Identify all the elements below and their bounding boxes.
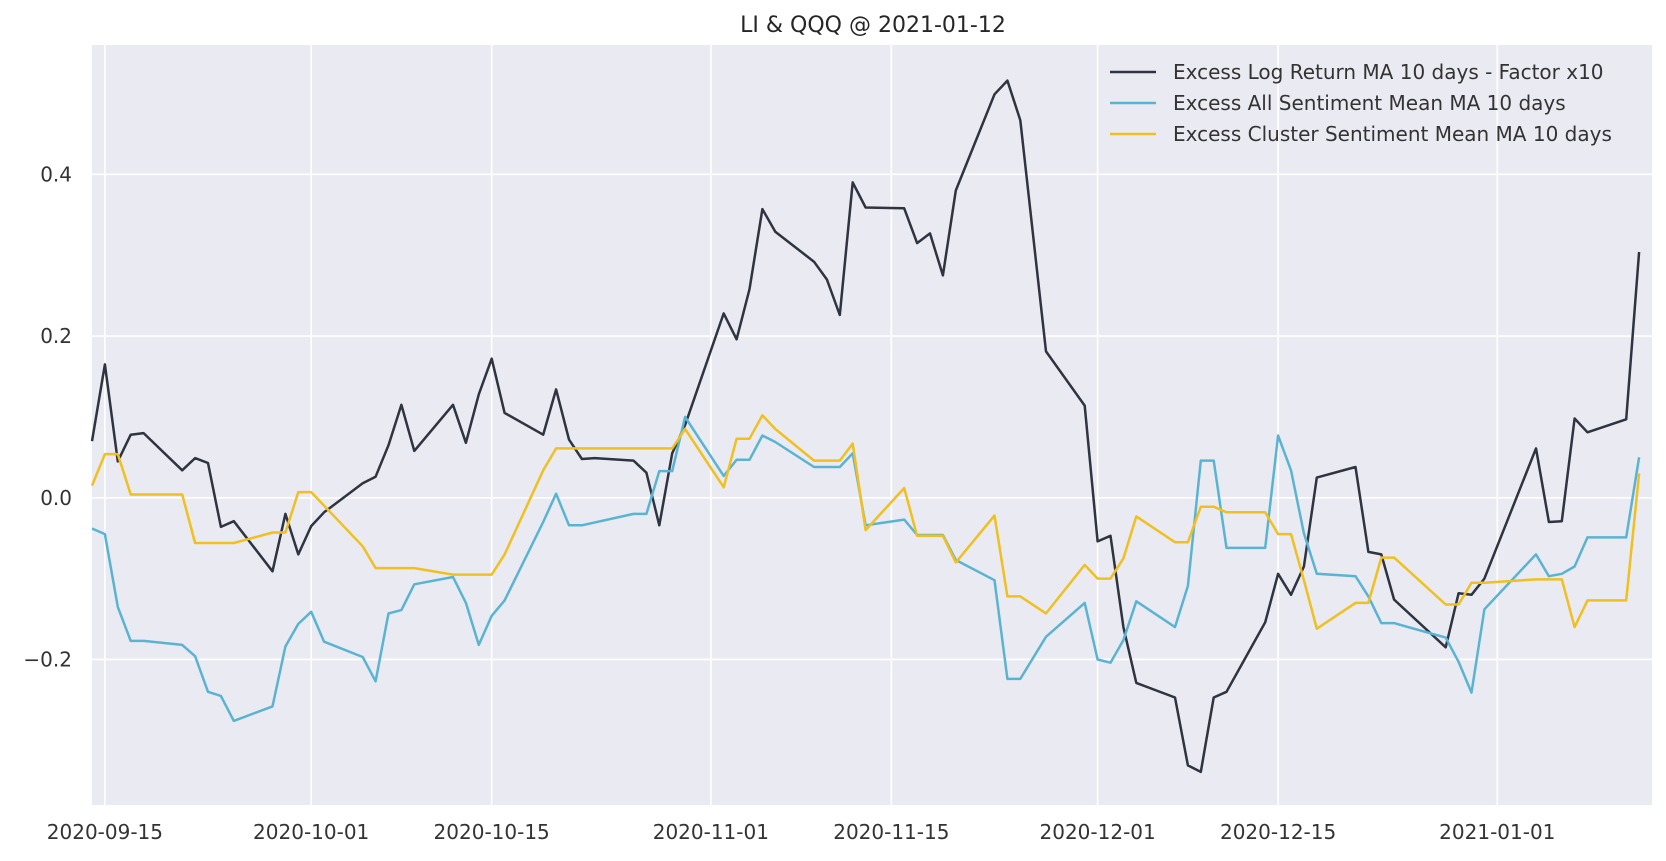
x-tick-label: 2020-10-15 xyxy=(434,820,550,844)
plot-area xyxy=(92,45,1652,805)
x-tick-label: 2020-11-01 xyxy=(653,820,769,844)
x-tick-label: 2020-11-15 xyxy=(833,820,949,844)
chart-title: LI & QQQ @ 2021-01-12 xyxy=(740,13,1006,38)
y-axis-ticks: −0.2 0.0 0.2 0.4 xyxy=(23,162,72,671)
series-line-1 xyxy=(90,79,1641,774)
y-tick-label: −0.2 xyxy=(23,647,72,671)
series-line-2 xyxy=(91,415,1641,723)
y-tick-label: 0.2 xyxy=(40,324,72,348)
series-layer xyxy=(90,79,1641,774)
x-tick-label: 2021-01-01 xyxy=(1439,820,1555,844)
legend-label: Excess All Sentiment Mean MA 10 days xyxy=(1173,91,1566,115)
legend-label: Excess Cluster Sentiment Mean MA 10 days xyxy=(1173,122,1612,146)
x-tick-label: 2020-12-01 xyxy=(1040,820,1156,844)
x-tick-label: 2020-12-15 xyxy=(1220,820,1336,844)
x-axis-ticks: 2020-09-15 2020-10-01 2020-10-15 2020-11-01… xyxy=(47,820,1556,844)
y-tick-label: 0.0 xyxy=(40,486,72,510)
x-tick-label: 2020-09-15 xyxy=(47,820,163,844)
legend: Excess Log Return MA 10 days - Factor x1… xyxy=(1110,60,1612,146)
series-line-3 xyxy=(90,414,1641,630)
grid-lines xyxy=(92,45,1652,805)
x-tick-label: 2020-10-01 xyxy=(253,820,369,844)
y-tick-label: 0.4 xyxy=(40,162,72,186)
legend-label: Excess Log Return MA 10 days - Factor x1… xyxy=(1173,60,1604,84)
